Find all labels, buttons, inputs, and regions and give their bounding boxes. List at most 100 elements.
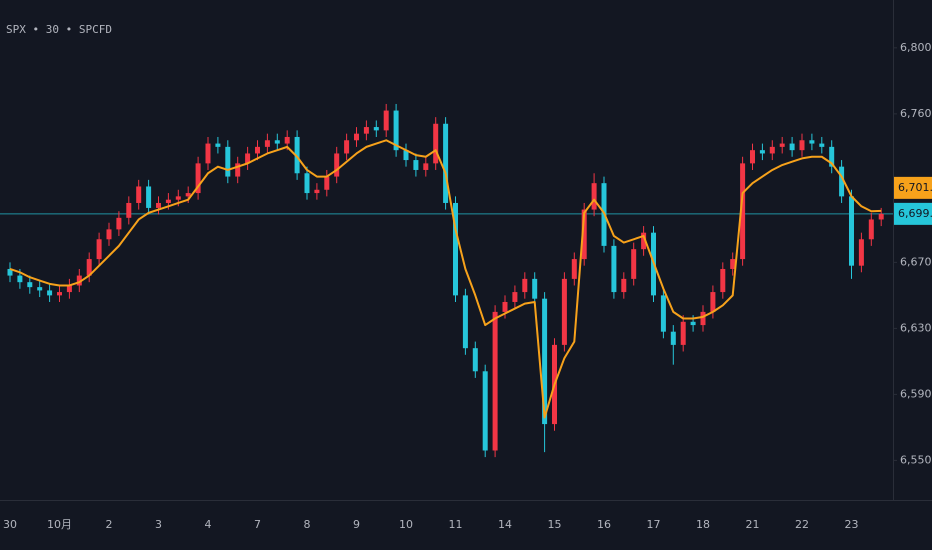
candle-body — [185, 193, 191, 197]
candle-body — [522, 278, 528, 293]
x-tick-label: 2 — [106, 518, 113, 531]
candle-body — [324, 176, 330, 190]
x-tick-label: 4 — [205, 518, 212, 531]
candle-body — [700, 311, 706, 326]
candle-body — [37, 287, 43, 291]
x-tick-label: 14 — [498, 518, 512, 531]
candle-body — [354, 133, 359, 141]
x-tick-label: 8 — [304, 518, 311, 531]
candle-body — [611, 245, 617, 293]
x-tick-label: 17 — [647, 518, 661, 531]
x-tick-label: 9 — [353, 518, 360, 531]
candle-body — [334, 153, 340, 177]
candle-body — [710, 292, 716, 312]
x-tick-label: 10月 — [47, 518, 72, 531]
y-tick-label: 6,670.0 — [900, 255, 932, 268]
candle-body — [215, 143, 221, 147]
moving-average-line — [9, 139, 882, 419]
candle-body — [413, 160, 419, 170]
candle-body — [146, 186, 152, 208]
candle-body — [443, 123, 449, 203]
candle-body — [96, 239, 102, 260]
candle-body — [373, 127, 379, 131]
candle-body — [225, 146, 231, 177]
x-tick-label: 7 — [254, 518, 261, 531]
candle-body — [819, 143, 825, 147]
candle-body — [690, 321, 696, 326]
y-tick-label: 6,630.0 — [900, 321, 932, 334]
candle-body — [264, 140, 270, 147]
candle-body — [136, 186, 142, 203]
candle-body — [878, 213, 884, 220]
candle-body — [492, 311, 498, 451]
candle-body — [57, 292, 62, 296]
candle-body — [344, 140, 350, 154]
x-tick-label: 18 — [696, 518, 710, 531]
x-tick-label: 15 — [548, 518, 562, 531]
candle-body — [453, 202, 458, 296]
candle-body — [255, 146, 260, 154]
candle-body — [86, 259, 92, 276]
candle-body — [512, 292, 518, 302]
candle-body — [759, 150, 765, 154]
ma-value-label: 6,701.2 — [898, 181, 932, 194]
candle-body — [799, 140, 805, 151]
candle-body — [542, 298, 548, 425]
candle-body — [502, 301, 508, 312]
x-tick-label: 3 — [155, 518, 162, 531]
last-price-tag — [894, 202, 932, 225]
candle-body — [423, 163, 429, 170]
last-price-label: 6,699.4 — [898, 207, 932, 220]
candle-body — [195, 163, 201, 194]
candle-body — [720, 268, 726, 293]
candle-body — [571, 259, 577, 279]
candle-body — [858, 239, 864, 266]
ma-value-tag — [894, 176, 932, 199]
candle-body — [106, 229, 112, 240]
x-tick-label: 16 — [597, 518, 611, 531]
candle-body — [779, 143, 785, 147]
candle-body — [314, 189, 320, 194]
candle-body — [433, 123, 439, 164]
candle-body — [849, 196, 854, 266]
x-tick-label: 30 — [3, 518, 17, 531]
candle-body — [304, 173, 310, 194]
candle-body — [7, 268, 13, 276]
candle-body — [750, 150, 755, 164]
candle-body — [482, 371, 488, 451]
candle-body — [680, 321, 686, 345]
candle-body — [789, 143, 795, 151]
candle-body — [829, 146, 835, 167]
candle-body — [462, 295, 468, 349]
x-tick-label: 11 — [449, 518, 463, 531]
candle-body — [383, 110, 389, 131]
candle-body — [274, 140, 280, 144]
x-tick-label: 23 — [845, 518, 859, 531]
candle-body — [245, 153, 251, 164]
candle-body — [730, 259, 736, 269]
candle-body — [740, 163, 746, 260]
candle-body — [235, 163, 241, 177]
candle-body — [769, 146, 775, 154]
candle-body — [47, 290, 53, 296]
candle-body — [175, 196, 181, 200]
y-tick-label: 6,760.0 — [900, 107, 932, 120]
y-tick-label: 6,590.0 — [900, 387, 932, 400]
candle-body — [631, 249, 637, 279]
candle-body — [76, 275, 82, 286]
x-tick-label: 22 — [795, 518, 809, 531]
candle-body — [403, 150, 409, 161]
candle-body — [156, 202, 161, 208]
candle-body — [294, 136, 300, 174]
candle-body — [116, 217, 122, 230]
candle-body — [284, 136, 290, 144]
y-tick-label: 6,800.0 — [900, 41, 932, 54]
candle-body — [670, 331, 676, 345]
chart-title: SPX • 30 • SPCFD — [6, 23, 112, 36]
candle-body — [641, 232, 647, 250]
candle-body — [591, 183, 597, 210]
x-tick-label: 21 — [746, 518, 760, 531]
